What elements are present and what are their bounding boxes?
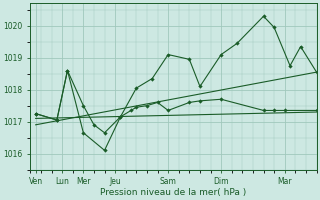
X-axis label: Pression niveau de la mer( hPa ): Pression niveau de la mer( hPa ) [100,188,247,197]
